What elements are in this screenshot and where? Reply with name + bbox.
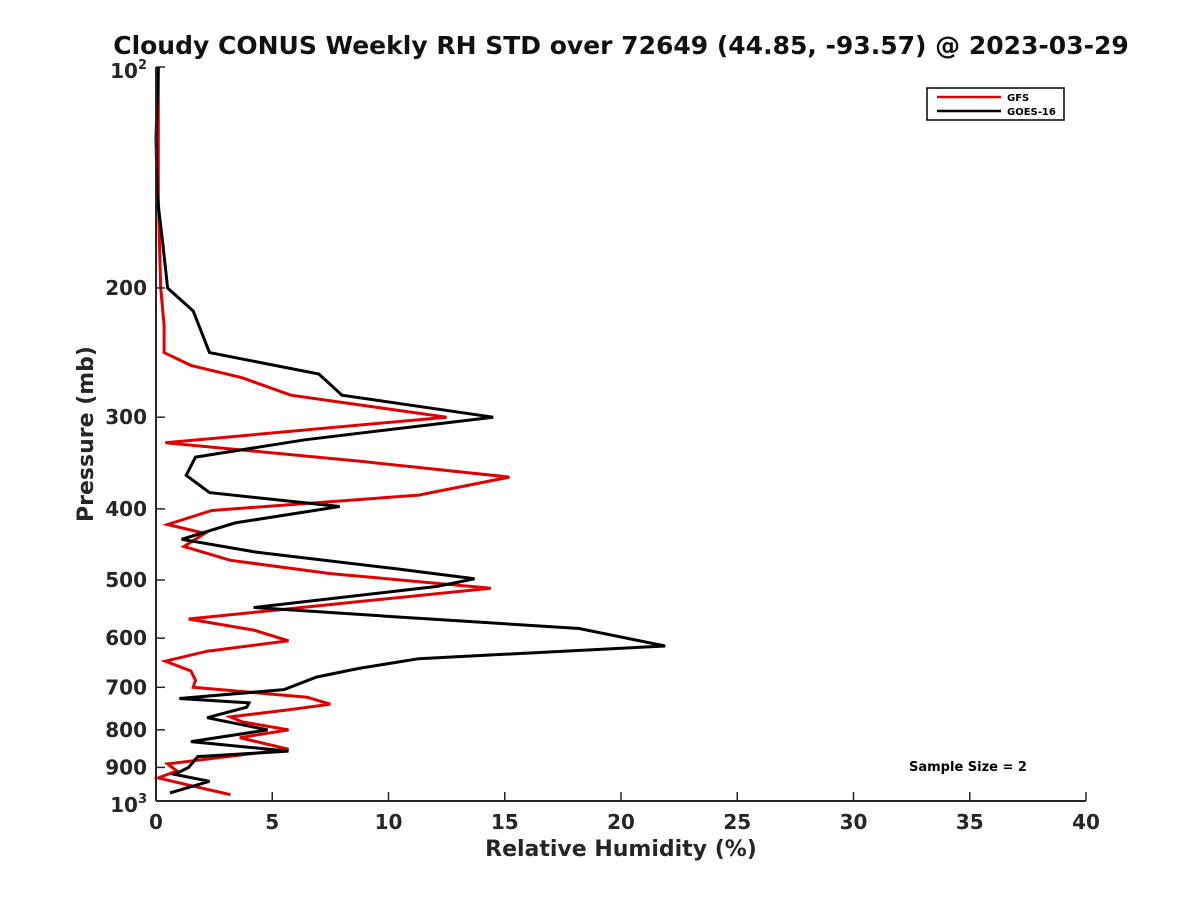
- x-tick-label: 40: [1072, 810, 1100, 834]
- y-tick-label: 102: [110, 58, 147, 83]
- x-tick-label: 0: [149, 810, 163, 834]
- legend-box: [926, 87, 1065, 121]
- y-tick-label: 600: [105, 626, 147, 650]
- legend: GFS GOES-16: [926, 87, 1065, 121]
- y-tick-label: 900: [105, 755, 147, 779]
- x-axis-label: Relative Humidity (%): [485, 837, 757, 862]
- legend-label-goes16: GOES-16: [1007, 107, 1056, 118]
- x-tick-label: 10: [375, 810, 403, 834]
- y-tick-label: 500: [105, 568, 147, 592]
- series-line-goes16: [154, 66, 666, 795]
- y-axis-label: Pressure (mb): [74, 346, 99, 522]
- y-ticks: 102 200 300 400 500 600 700 800 900 103: [105, 58, 165, 817]
- x-tick-label: 5: [265, 810, 279, 834]
- legend-label-gfs: GFS: [1007, 93, 1029, 104]
- sample-size-annotation: Sample Size = 2: [909, 760, 1027, 775]
- y-tick-label: 200: [105, 276, 147, 300]
- y-tick-label: 800: [105, 718, 147, 742]
- x-tick-label: 35: [956, 810, 984, 834]
- y-tick-label: 400: [105, 497, 147, 521]
- series-line-gfs: [153, 67, 510, 797]
- series-layer: [153, 66, 666, 797]
- x-tick-label: 15: [491, 810, 519, 834]
- y-tick-label: 300: [105, 405, 147, 429]
- x-tick-label: 30: [840, 810, 868, 834]
- x-tick-label: 20: [607, 810, 635, 834]
- x-ticks: 0 5 10 15 20 25 30 35 40: [149, 792, 1100, 834]
- x-tick-label: 25: [723, 810, 751, 834]
- y-tick-label: 103: [110, 792, 147, 817]
- y-tick-label: 700: [105, 675, 147, 699]
- chart-title: Cloudy CONUS Weekly RH STD over 72649 (4…: [113, 31, 1129, 60]
